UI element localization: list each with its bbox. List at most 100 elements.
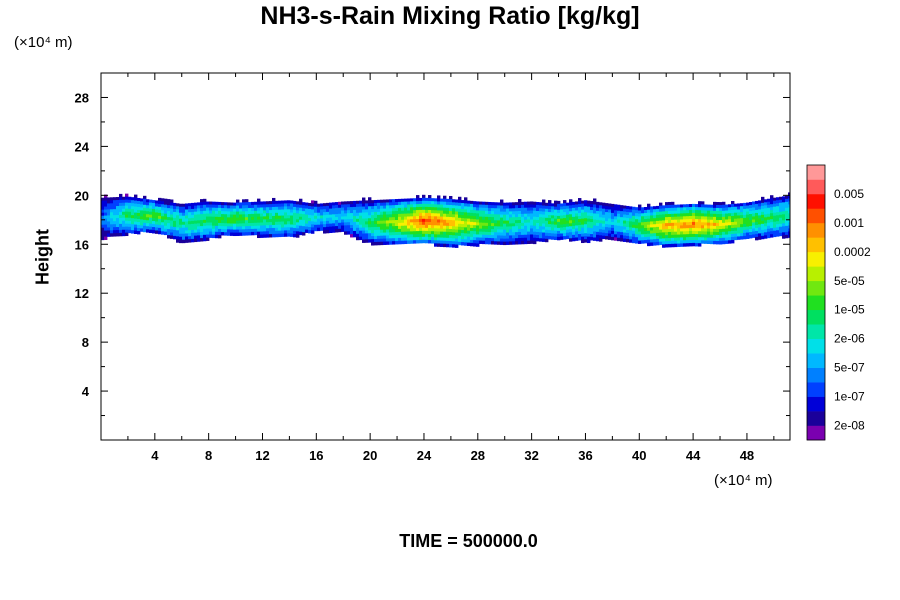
- heatmap-cell: [368, 200, 372, 204]
- heatmap-cell: [731, 230, 735, 235]
- heatmap-cell: [494, 241, 498, 245]
- heatmap-cell: [356, 218, 360, 223]
- heatmap-cell: [503, 205, 507, 210]
- heatmap-cell: [746, 208, 750, 212]
- heatmap-cell: [395, 226, 399, 230]
- heatmap-cell: [224, 208, 228, 212]
- heatmap-cell: [743, 211, 747, 216]
- heatmap-cell: [203, 213, 207, 218]
- heatmap-cell: [452, 220, 456, 224]
- heatmap-cell: [422, 233, 426, 238]
- heatmap-cell: [290, 203, 294, 207]
- heatmap-cell: [758, 224, 762, 228]
- heatmap-cell: [200, 214, 204, 218]
- heatmap-cell: [608, 203, 612, 207]
- heatmap-cell: [599, 214, 603, 218]
- heatmap-cell: [707, 213, 711, 217]
- heatmap-cell: [200, 199, 204, 203]
- heatmap-cell: [371, 206, 375, 210]
- heatmap-cell: [473, 228, 477, 232]
- heatmap-cell: [464, 242, 468, 246]
- heatmap-cell: [245, 208, 249, 212]
- heatmap-cell: [590, 204, 594, 208]
- heatmap-cell: [143, 222, 147, 227]
- heatmap-cell: [668, 234, 672, 239]
- heatmap-cell: [200, 220, 204, 224]
- heatmap-cell: [716, 211, 720, 215]
- heatmap-cell: [218, 201, 222, 206]
- heatmap-cell: [194, 205, 198, 210]
- heatmap-cell: [512, 202, 516, 206]
- heatmap-cell: [407, 234, 411, 238]
- heatmap-cell: [404, 207, 408, 212]
- heatmap-cell: [704, 210, 708, 214]
- heatmap-cell: [101, 236, 105, 241]
- heatmap-cell: [308, 205, 312, 210]
- heatmap-cell: [137, 231, 141, 235]
- heatmap-cell: [170, 205, 174, 209]
- heatmap-cell: [557, 209, 561, 214]
- heatmap-cell: [119, 202, 123, 207]
- heatmap-cell: [767, 231, 771, 236]
- heatmap-cell: [698, 204, 702, 208]
- heatmap-cell: [509, 211, 513, 215]
- heatmap-cell: [332, 214, 336, 218]
- heatmap-cell: [389, 220, 393, 224]
- heatmap-cell: [356, 215, 360, 220]
- heatmap-cell: [416, 240, 420, 244]
- heatmap-cell: [578, 210, 582, 214]
- heatmap-cell: [578, 213, 582, 217]
- heatmap-cell: [146, 217, 150, 221]
- heatmap-cell: [641, 213, 645, 217]
- heatmap-cell: [749, 217, 753, 221]
- heatmap-cell: [611, 215, 615, 220]
- heatmap-cell: [293, 218, 297, 223]
- heatmap-cell: [533, 207, 537, 212]
- heatmap-cell: [779, 232, 783, 237]
- heatmap-cell: [581, 215, 585, 220]
- colorbar-label: 2e-08: [834, 419, 865, 433]
- heatmap-cell: [230, 232, 234, 236]
- heatmap-cell: [566, 226, 570, 231]
- heatmap-cell: [536, 210, 540, 215]
- heatmap-cell: [617, 225, 621, 230]
- heatmap-cell: [161, 216, 165, 220]
- heatmap-cell: [371, 221, 375, 225]
- heatmap-cell: [419, 218, 423, 223]
- heatmap-cell: [647, 206, 651, 211]
- heatmap-cell: [305, 202, 309, 206]
- heatmap-cell: [410, 204, 414, 208]
- heatmap-cell: [374, 205, 378, 210]
- heatmap-cell: [470, 230, 474, 235]
- heatmap-cell: [482, 231, 486, 236]
- heatmap-cell: [425, 236, 429, 241]
- heatmap-cell: [704, 213, 708, 217]
- heatmap-cell: [356, 227, 360, 232]
- heatmap-cell: [647, 236, 651, 241]
- heatmap-cell: [668, 201, 672, 206]
- heatmap-cell: [584, 218, 588, 222]
- heatmap-cell: [635, 228, 639, 232]
- heatmap-cell: [599, 232, 603, 236]
- heatmap-cell: [461, 224, 465, 228]
- heatmap-cell: [503, 220, 507, 225]
- heatmap-cell: [632, 206, 636, 211]
- heatmap-cell: [341, 219, 345, 223]
- heatmap-cell: [143, 201, 147, 206]
- heatmap-cell: [230, 208, 234, 212]
- heatmap-cell: [446, 234, 450, 239]
- heatmap-cell: [593, 231, 597, 235]
- heatmap-cell: [449, 237, 453, 242]
- heatmap-cell: [776, 224, 780, 228]
- heatmap-cell: [308, 226, 312, 231]
- heatmap-cell: [695, 207, 699, 211]
- heatmap-cell: [179, 218, 183, 223]
- heatmap-cell: [599, 217, 603, 221]
- heatmap-cell: [593, 234, 597, 238]
- heatmap-cell: [572, 225, 576, 230]
- heatmap-cell: [374, 232, 378, 237]
- heatmap-cell: [230, 211, 234, 215]
- heatmap-cell: [461, 200, 465, 204]
- heatmap-cell: [503, 214, 507, 219]
- heatmap-cell: [104, 236, 108, 240]
